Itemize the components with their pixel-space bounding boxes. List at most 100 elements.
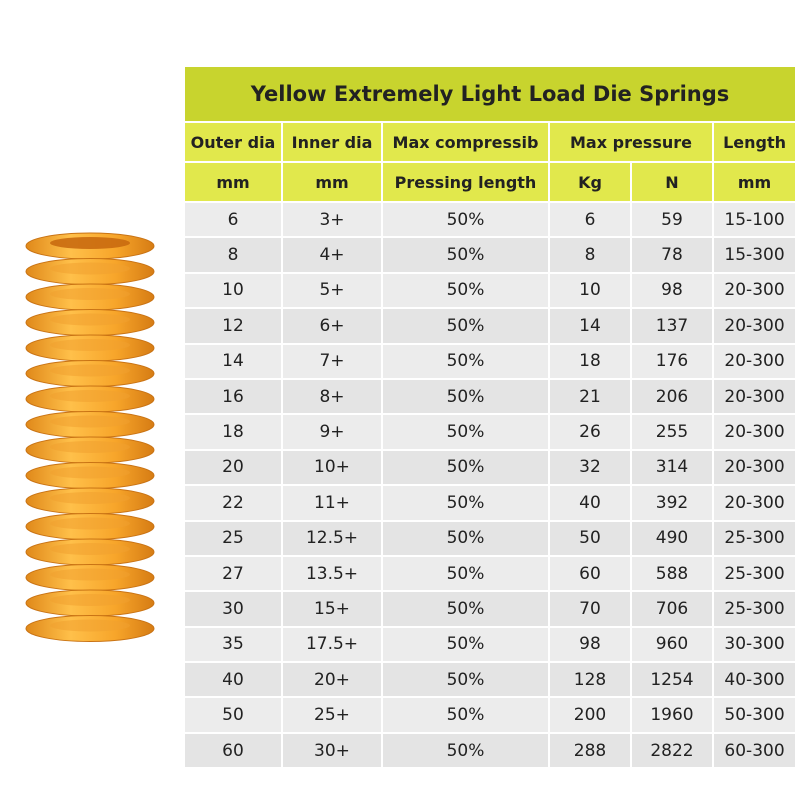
spring-coil-inner [50,313,130,326]
cell-comp: 50% [383,203,548,237]
cell-n: 392 [632,486,712,520]
table-row: 20 10+ 50% 32 314 20-300 [185,450,796,485]
cell-inner: 4+ [283,238,381,272]
spring-coil-inner [50,568,130,581]
cell-inner: 6+ [283,309,381,343]
cell-kg: 200 [550,698,630,732]
cell-n: 960 [632,627,712,662]
table-row: 10 5+ 50% 10 98 20-300 [185,273,796,308]
cell-outer: 20 [185,450,281,485]
spring-coil-inner [50,415,130,428]
cell-length: 20-300 [714,450,796,485]
cell-n: 137 [632,309,712,343]
cell-inner: 12.5+ [283,521,381,555]
spring-coil-inner [50,594,130,606]
cell-outer: 6 [185,203,281,237]
cell-n: 2822 [632,733,712,768]
cell-n: 78 [632,238,712,272]
cell-kg: 40 [550,486,630,520]
cell-length: 25-300 [714,592,796,626]
cell-length: 15-300 [714,238,796,272]
cell-outer: 12 [185,309,281,343]
cell-length: 40-300 [714,663,796,697]
table-row: 50 25+ 50% 200 1960 50-300 [185,698,796,732]
cell-kg: 6 [550,203,630,237]
table-title: Yellow Extremely Light Load Die Springs [185,67,796,121]
cell-comp: 50% [383,309,548,343]
spring-coil-inner [50,543,130,555]
cell-inner: 5+ [283,273,381,308]
spring-coil-inner [50,364,130,377]
cell-outer: 16 [185,379,281,414]
cell-outer: 10 [185,273,281,308]
cell-kg: 50 [550,521,630,555]
cell-comp: 50% [383,592,548,626]
unit-kg: Kg [550,163,630,201]
cell-inner: 20+ [283,663,381,697]
cell-n: 206 [632,379,712,414]
unit-outer-mm: mm [185,163,281,201]
cell-outer: 27 [185,556,281,591]
cell-n: 588 [632,556,712,591]
cell-comp: 50% [383,521,548,555]
cell-kg: 18 [550,344,630,378]
spring-coil-inner [50,288,130,300]
spring-coil-inner [50,237,130,249]
spring-coil-inner [50,466,130,479]
cell-comp: 50% [383,450,548,485]
cell-outer: 50 [185,698,281,732]
spring-coil-inner [50,619,130,632]
cell-kg: 10 [550,273,630,308]
cell-kg: 21 [550,379,630,414]
spring-coil-inner [50,262,130,275]
spring-coil-inner [50,441,130,453]
cell-length: 25-300 [714,521,796,555]
cell-comp: 50% [383,238,548,272]
cell-n: 1254 [632,663,712,697]
cell-inner: 7+ [283,344,381,378]
cell-outer: 22 [185,486,281,520]
cell-comp: 50% [383,344,548,378]
cell-outer: 14 [185,344,281,378]
unit-length-mm: mm [714,163,796,201]
spring-coil-inner [50,390,130,402]
table-row: 6 3+ 50% 6 59 15-100 [185,203,796,237]
header-length: Length [714,123,796,161]
cell-inner: 9+ [283,415,381,449]
cell-kg: 98 [550,627,630,662]
unit-pressing-length: Pressing length [383,163,548,201]
table-row: 8 4+ 50% 8 78 15-300 [185,238,796,272]
cell-kg: 60 [550,556,630,591]
spring-coil-inner [50,517,130,530]
spring-coil-inner [50,492,130,504]
cell-inner: 10+ [283,450,381,485]
cell-inner: 13.5+ [283,556,381,591]
header-max-pressure: Max pressure [550,123,712,161]
cell-outer: 35 [185,627,281,662]
yellow-die-spring-icon [25,232,155,642]
cell-length: 20-300 [714,379,796,414]
cell-kg: 128 [550,663,630,697]
cell-length: 15-100 [714,203,796,237]
table-row: 30 15+ 50% 70 706 25-300 [185,592,796,626]
cell-outer: 18 [185,415,281,449]
table-row: 16 8+ 50% 21 206 20-300 [185,379,796,414]
cell-inner: 11+ [283,486,381,520]
cell-inner: 8+ [283,379,381,414]
cell-comp: 50% [383,698,548,732]
cell-comp: 50% [383,379,548,414]
cell-n: 490 [632,521,712,555]
header-inner-dia: Inner dia [283,123,381,161]
cell-length: 20-300 [714,486,796,520]
cell-kg: 26 [550,415,630,449]
table-row: 35 17.5+ 50% 98 960 30-300 [185,627,796,662]
cell-comp: 50% [383,273,548,308]
cell-outer: 8 [185,238,281,272]
table-row: 40 20+ 50% 128 1254 40-300 [185,663,796,697]
cell-kg: 8 [550,238,630,272]
table-row: 22 11+ 50% 40 392 20-300 [185,486,796,520]
cell-n: 314 [632,450,712,485]
cell-n: 176 [632,344,712,378]
table-row: 27 13.5+ 50% 60 588 25-300 [185,556,796,591]
cell-outer: 60 [185,733,281,768]
